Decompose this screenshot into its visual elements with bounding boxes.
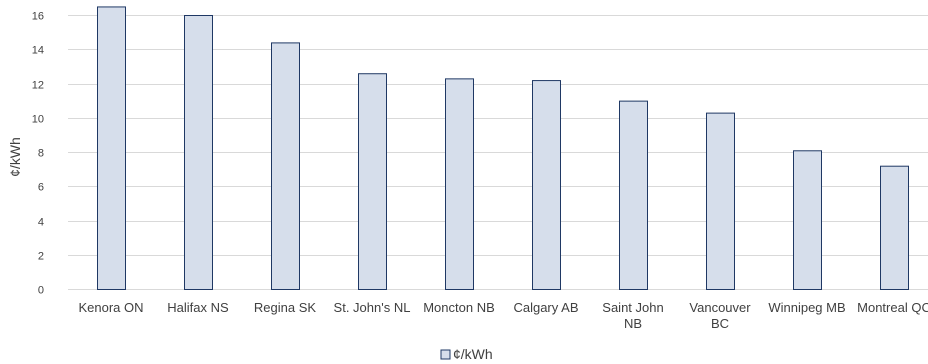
x-tick-label: Saint John NB bbox=[602, 300, 663, 331]
y-tick-label: 2 bbox=[38, 251, 44, 263]
x-axis-labels: Kenora ON Halifax NS Regina SK St. John's N… bbox=[78, 300, 928, 331]
x-tick-label: Moncton NB bbox=[423, 300, 495, 315]
legend-label: ¢/kWh bbox=[453, 346, 493, 362]
bar bbox=[793, 150, 822, 290]
bar bbox=[880, 165, 909, 290]
x-tick-label: Calgary AB bbox=[513, 300, 578, 315]
y-axis-label: ¢/kWh bbox=[7, 137, 23, 177]
x-tick-label: Halifax NS bbox=[167, 300, 229, 315]
bar bbox=[445, 78, 474, 290]
x-tick-label: Kenora ON bbox=[78, 300, 143, 315]
y-axis-ticks: 0 2 4 6 8 10 12 14 16 bbox=[32, 11, 44, 297]
y-tick-label: 6 bbox=[38, 182, 44, 194]
y-tick-label: 14 bbox=[32, 45, 44, 57]
y-tick-label: 8 bbox=[38, 148, 44, 160]
bar bbox=[358, 73, 387, 290]
bar bbox=[532, 80, 561, 290]
x-tick-label: Montreal QC bbox=[857, 300, 928, 315]
x-tick-label: Vancouver BC bbox=[689, 300, 751, 331]
bar bbox=[97, 6, 126, 290]
y-tick-label: 10 bbox=[32, 114, 44, 126]
y-tick-label: 0 bbox=[38, 285, 44, 297]
x-tick-label: Regina SK bbox=[254, 300, 316, 315]
y-tick-label: 12 bbox=[32, 80, 44, 92]
bars bbox=[97, 6, 909, 291]
y-tick-label: 4 bbox=[38, 217, 44, 229]
bar bbox=[184, 15, 213, 290]
x-tick-label: St. John's NL bbox=[334, 300, 411, 315]
x-tick-label: Winnipeg MB bbox=[768, 300, 845, 315]
legend-swatch bbox=[440, 349, 451, 360]
bar bbox=[619, 100, 648, 290]
bar bbox=[271, 42, 300, 291]
y-tick-label: 16 bbox=[32, 11, 44, 23]
bar bbox=[706, 112, 735, 290]
legend: ¢/kWh bbox=[440, 346, 493, 362]
